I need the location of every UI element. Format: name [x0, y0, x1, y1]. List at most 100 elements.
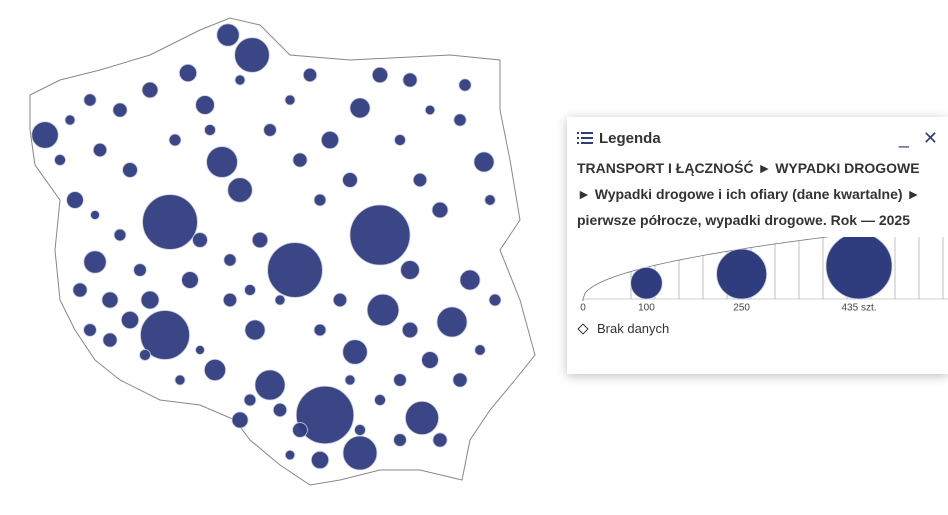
bubble	[310, 450, 330, 470]
bubble	[342, 435, 378, 471]
bubble	[244, 319, 266, 341]
bubble	[254, 369, 286, 401]
scale-label: 435 szt.	[841, 303, 876, 314]
bubble	[459, 269, 481, 291]
bubble	[216, 23, 240, 47]
bubble	[394, 134, 406, 146]
bubble	[400, 260, 420, 280]
bubble	[120, 310, 140, 330]
bubble	[54, 154, 66, 166]
bubble	[66, 191, 84, 209]
bubble	[332, 292, 348, 308]
legend-header: Legenda _ ✕	[577, 127, 938, 149]
bubble	[83, 93, 97, 107]
bubble	[402, 72, 418, 88]
bubble	[474, 344, 486, 356]
bubble	[295, 385, 355, 445]
bubble	[274, 294, 286, 306]
scale-label: 100	[638, 303, 655, 314]
bubble	[401, 321, 419, 339]
bubble	[313, 193, 327, 207]
bubble	[458, 78, 472, 92]
bubble	[267, 242, 323, 298]
bubble	[92, 142, 108, 158]
bubble	[393, 373, 407, 387]
bubble	[342, 339, 368, 365]
bubble	[139, 349, 151, 361]
bubble	[234, 74, 246, 86]
bubble	[488, 293, 502, 307]
bubble	[31, 121, 59, 149]
bubble	[112, 102, 128, 118]
bubble	[342, 172, 358, 188]
bubble	[122, 162, 138, 178]
bubble	[64, 114, 76, 126]
bubble	[302, 67, 318, 83]
bubble	[320, 130, 340, 150]
bubble	[251, 231, 269, 249]
bubble	[374, 394, 386, 406]
scale-label: 0	[580, 303, 586, 314]
bubble	[195, 345, 205, 355]
minimize-button[interactable]: _	[898, 127, 909, 148]
bubble	[227, 177, 253, 203]
bubble	[484, 194, 496, 206]
bubble	[272, 402, 288, 418]
bubble	[292, 152, 308, 168]
bubble	[421, 351, 439, 369]
bubble	[349, 204, 411, 266]
bubble	[195, 95, 215, 115]
bubble	[393, 433, 407, 447]
bubble	[178, 63, 198, 83]
bubble	[181, 271, 199, 289]
bubble	[113, 228, 127, 242]
bubble	[140, 290, 160, 310]
bubble	[436, 306, 468, 338]
no-data-icon	[577, 322, 589, 335]
bubble	[83, 323, 97, 337]
bubble	[231, 411, 249, 429]
bubble	[284, 94, 296, 106]
bubble	[313, 323, 327, 337]
bubble	[405, 401, 439, 435]
bubble	[452, 372, 468, 388]
legend-title: Legenda	[599, 129, 661, 147]
bubbles	[31, 23, 502, 471]
size-scale: 0 100 250 435 szt.	[580, 237, 948, 314]
bubble	[263, 123, 277, 137]
bubble	[349, 97, 371, 119]
bubble	[292, 422, 308, 438]
scale-bubble	[630, 266, 663, 300]
bubble	[344, 374, 356, 386]
bubble	[453, 113, 467, 127]
bubble	[203, 358, 227, 382]
bubble	[284, 449, 296, 461]
bubble	[142, 194, 198, 250]
bubble	[432, 432, 448, 448]
bubble	[90, 210, 100, 220]
bubble	[473, 151, 495, 173]
no-data-label: Brak danych	[597, 321, 670, 336]
no-data-entry: Brak danych	[577, 321, 938, 336]
bubble	[371, 66, 389, 84]
bubble	[244, 284, 256, 296]
bubble	[204, 124, 216, 136]
close-button[interactable]: ✕	[922, 127, 938, 148]
bubble	[101, 291, 119, 309]
bubble	[206, 146, 238, 178]
bubble	[83, 250, 107, 274]
bubble	[431, 201, 449, 219]
legend-heading: TRANSPORT I ŁĄCZNOŚĆ ► WYPADKI DROGOWE ►…	[577, 160, 921, 228]
bubble	[168, 133, 182, 147]
scale-bubble	[716, 248, 768, 300]
bubble	[102, 332, 118, 348]
bubble	[72, 282, 88, 298]
bubble	[140, 310, 190, 360]
scale-label: 250	[733, 303, 750, 314]
bubble	[174, 374, 186, 386]
legend-panel: Legenda _ ✕ TRANSPORT I ŁĄCZNOŚĆ ► WYPAD…	[567, 117, 948, 374]
bubble	[424, 104, 436, 116]
list-icon	[577, 132, 593, 144]
